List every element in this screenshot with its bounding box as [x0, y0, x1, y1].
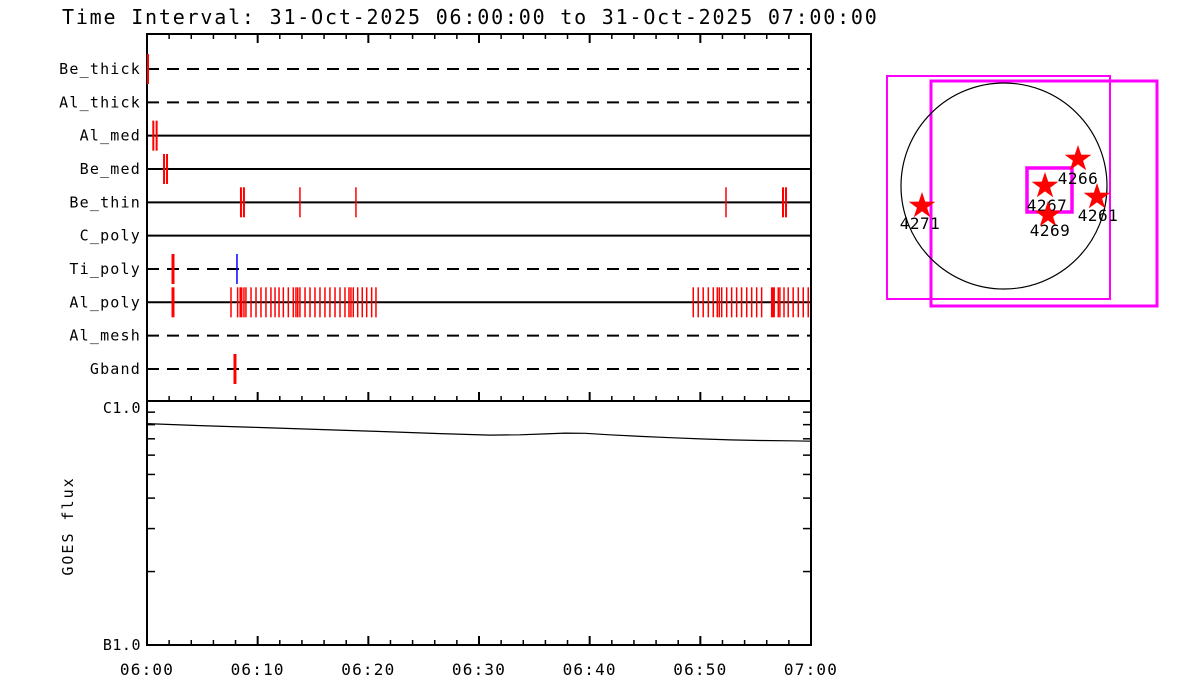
x-tick-label: 06:30: [452, 660, 506, 679]
fov-rect-1: [929, 79, 1159, 308]
goes-flux-panel: C1.0 B1.0 GOES flux: [59, 399, 812, 654]
active-region-label: 4261: [1078, 206, 1119, 225]
filter-label: Be_med: [80, 160, 141, 178]
x-tick-label: 06:00: [120, 660, 174, 679]
active-region-star: [1031, 172, 1059, 198]
active-region-label: 4271: [900, 214, 941, 233]
x-tick-label: 06:10: [231, 660, 285, 679]
goes-top-axis-label: C1.0: [103, 399, 141, 417]
filter-label: Be_thin: [69, 193, 141, 211]
filter-label: Gband: [90, 360, 141, 378]
filter-label: Al_poly: [69, 293, 141, 311]
timeline-frame: [146, 33, 812, 402]
active-region-star: [908, 192, 936, 218]
active-region-star: [1034, 201, 1062, 227]
solar-limb-circle: [900, 82, 1108, 290]
x-tick-label: 06:20: [341, 660, 395, 679]
x-tick-label: 07:00: [784, 660, 838, 679]
filter-label: Be_thick: [59, 60, 141, 78]
active-region-star: [1064, 145, 1092, 171]
filter-label: Al_med: [80, 127, 141, 145]
filter-label: Al_thick: [59, 93, 141, 111]
active-region-label: 4269: [1030, 221, 1071, 240]
active-region-label: 4266: [1058, 169, 1099, 188]
filter-label: Ti_poly: [69, 260, 141, 278]
filter-timeline-panel: Be_thick Al_thick Al_med Be_med Be_thin C_pol…: [59, 33, 838, 679]
goes-bottom-axis-label: B1.0: [103, 636, 141, 654]
solar-disk-panel: 42664267426142694271: [886, 75, 1159, 308]
x-tick-label: 06:40: [563, 660, 617, 679]
fov-rect-0: [886, 75, 1111, 300]
x-tick-label: 06:50: [673, 660, 727, 679]
goes-y-axis-title: GOES flux: [59, 476, 77, 575]
page-title: Time Interval: 31-Oct-2025 06:00:00 to 3…: [62, 5, 879, 29]
active-region-star: [1083, 183, 1111, 209]
goes-frame: [146, 400, 812, 646]
filter-label: C_poly: [80, 227, 141, 245]
goes-flux-curve: [146, 423, 812, 442]
filter-label: Al_mesh: [69, 327, 141, 345]
